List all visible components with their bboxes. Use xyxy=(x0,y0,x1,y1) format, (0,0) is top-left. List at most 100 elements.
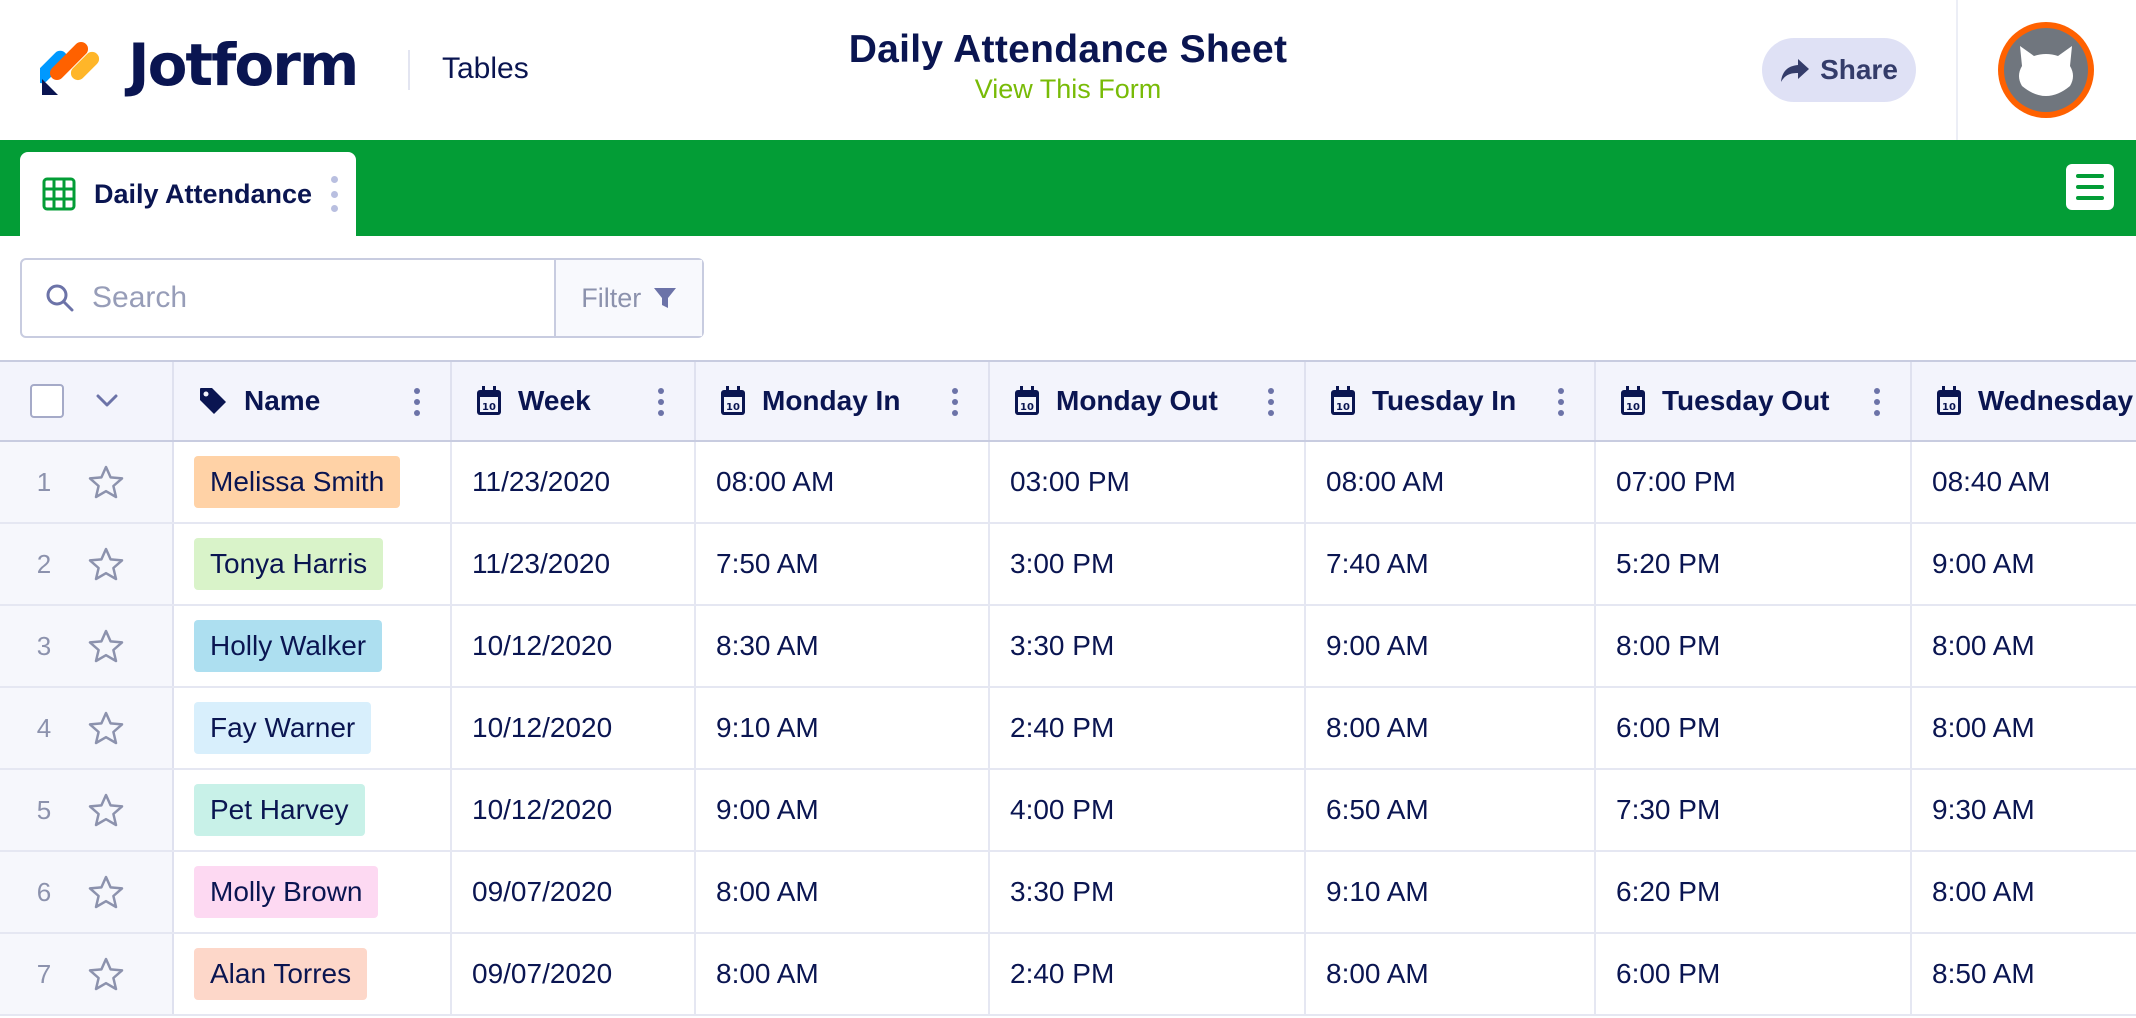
cell-week[interactable]: 10/12/2020 xyxy=(452,606,696,686)
star-icon[interactable] xyxy=(88,793,124,827)
cell-tuesday-out[interactable]: 6:20 PM xyxy=(1596,852,1912,932)
cell-tuesday-in[interactable]: 08:00 AM xyxy=(1306,442,1596,522)
cell-wednesday[interactable]: 8:00 AM xyxy=(1932,876,2035,907)
table-row[interactable]: 1 Melissa Smith 11/23/2020 08:00 AM 03:0… xyxy=(0,442,2136,524)
name-tag: Holly Walker xyxy=(194,620,383,672)
cell-tuesday-out[interactable]: 6:00 PM xyxy=(1596,688,1912,768)
column-menu-icon[interactable] xyxy=(658,388,664,416)
column-menu-icon[interactable] xyxy=(1874,388,1880,416)
cell-tuesday-out[interactable]: 7:30 PM xyxy=(1596,770,1912,850)
table-row[interactable]: 3 Holly Walker 10/12/2020 8:30 AM 3:30 P… xyxy=(0,606,2136,688)
avatar-image xyxy=(2004,28,2088,112)
tab-options-icon[interactable] xyxy=(330,176,338,212)
calendar-icon: 10 xyxy=(1936,386,1962,416)
cell-monday-out[interactable]: 3:00 PM xyxy=(990,524,1306,604)
cell-tuesday-in[interactable]: 8:00 AM xyxy=(1306,934,1596,1014)
cell-monday-in[interactable]: 8:30 AM xyxy=(696,606,990,686)
column-label: Monday Out xyxy=(1056,385,1218,416)
cell-tuesday-in[interactable]: 9:10 AM xyxy=(1306,852,1596,932)
cell-wednesday[interactable]: 8:50 AM xyxy=(1932,958,2035,989)
column-menu-icon[interactable] xyxy=(414,388,420,416)
search-input[interactable] xyxy=(92,281,532,315)
chevron-down-icon[interactable] xyxy=(96,394,118,408)
filter-button[interactable]: Filter xyxy=(554,260,702,336)
jotform-logo[interactable]: Jotform xyxy=(40,30,359,100)
cell-monday-in[interactable]: 8:00 AM xyxy=(696,852,990,932)
cell-week[interactable]: 09/07/2020 xyxy=(452,852,696,932)
star-icon[interactable] xyxy=(88,465,124,499)
table-row[interactable]: 5 Pet Harvey 10/12/2020 9:00 AM 4:00 PM … xyxy=(0,770,2136,852)
tab-daily-attendance[interactable]: Daily Attendance xyxy=(20,152,356,236)
star-icon[interactable] xyxy=(88,547,124,581)
cell-wednesday[interactable]: 8:00 AM xyxy=(1932,712,2035,743)
cell-tuesday-in[interactable]: 7:40 AM xyxy=(1306,524,1596,604)
cell-tuesday-out[interactable]: 5:20 PM xyxy=(1596,524,1912,604)
cell-name[interactable]: Molly Brown xyxy=(174,852,452,932)
star-icon[interactable] xyxy=(88,957,124,991)
view-form-link[interactable]: View This Form xyxy=(974,74,1162,104)
column-header-monday-out[interactable]: 10 Monday Out xyxy=(990,362,1306,440)
row-number: 5 xyxy=(36,794,52,825)
cell-name[interactable]: Holly Walker xyxy=(174,606,452,686)
table-row[interactable]: 6 Molly Brown 09/07/2020 8:00 AM 3:30 PM… xyxy=(0,852,2136,934)
cell-monday-out[interactable]: 2:40 PM xyxy=(990,688,1306,768)
cell-tuesday-out[interactable]: 8:00 PM xyxy=(1596,606,1912,686)
cell-name[interactable]: Alan Torres xyxy=(174,934,452,1014)
cell-monday-out[interactable]: 2:40 PM xyxy=(990,934,1306,1014)
cell-name[interactable]: Fay Warner xyxy=(174,688,452,768)
name-tag: Tonya Harris xyxy=(194,538,384,590)
cell-week[interactable]: 11/23/2020 xyxy=(452,524,696,604)
column-menu-icon[interactable] xyxy=(1268,388,1274,416)
cell-tuesday-out[interactable]: 6:00 PM xyxy=(1596,934,1912,1014)
cell-monday-out[interactable]: 03:00 PM xyxy=(990,442,1306,522)
share-button[interactable]: Share xyxy=(1762,38,1916,102)
cell-name[interactable]: Tonya Harris xyxy=(174,524,452,604)
cell-tuesday-in[interactable]: 6:50 AM xyxy=(1306,770,1596,850)
table-row[interactable]: 7 Alan Torres 09/07/2020 8:00 AM 2:40 PM… xyxy=(0,934,2136,1016)
column-header-tuesday-in[interactable]: 10 Tuesday In xyxy=(1306,362,1596,440)
column-menu-icon[interactable] xyxy=(1558,388,1564,416)
cell-tuesday-in[interactable]: 8:00 AM xyxy=(1306,688,1596,768)
star-icon[interactable] xyxy=(88,629,124,663)
cell-monday-out[interactable]: 4:00 PM xyxy=(990,770,1306,850)
star-icon[interactable] xyxy=(88,711,124,745)
cell-week[interactable]: 09/07/2020 xyxy=(452,934,696,1014)
column-header-week[interactable]: 10 Week xyxy=(452,362,696,440)
search-icon xyxy=(46,284,74,312)
select-all-checkbox[interactable] xyxy=(30,384,64,418)
column-header-wednesday[interactable]: 10 Wednesday xyxy=(1912,362,2136,440)
cell-tuesday-in[interactable]: 9:00 AM xyxy=(1306,606,1596,686)
cell-monday-in[interactable]: 9:10 AM xyxy=(696,688,990,768)
name-tag: Alan Torres xyxy=(194,948,368,1000)
cell-wednesday[interactable]: 08:40 AM xyxy=(1932,466,2051,497)
column-menu-icon[interactable] xyxy=(952,388,958,416)
star-icon[interactable] xyxy=(88,875,124,909)
row-number: 4 xyxy=(36,712,52,743)
cell-wednesday[interactable]: 9:00 AM xyxy=(1932,548,2035,579)
cell-name[interactable]: Melissa Smith xyxy=(174,442,452,522)
cell-monday-in[interactable]: 9:00 AM xyxy=(696,770,990,850)
table-tab-bar: Daily Attendance xyxy=(0,140,2136,236)
column-header-tuesday-out[interactable]: 10 Tuesday Out xyxy=(1596,362,1912,440)
app-label[interactable]: Tables xyxy=(442,52,529,85)
cell-week[interactable]: 10/12/2020 xyxy=(452,770,696,850)
title-block: Daily Attendance Sheet View This Form xyxy=(768,28,1368,105)
cell-monday-in[interactable]: 7:50 AM xyxy=(696,524,990,604)
cell-week[interactable]: 10/12/2020 xyxy=(452,688,696,768)
column-header-monday-in[interactable]: 10 Monday In xyxy=(696,362,990,440)
search-area[interactable] xyxy=(22,260,554,336)
cell-tuesday-out[interactable]: 07:00 PM xyxy=(1596,442,1912,522)
table-row[interactable]: 2 Tonya Harris 11/23/2020 7:50 AM 3:00 P… xyxy=(0,524,2136,606)
cell-week[interactable]: 11/23/2020 xyxy=(452,442,696,522)
cell-monday-out[interactable]: 3:30 PM xyxy=(990,852,1306,932)
cell-monday-in[interactable]: 8:00 AM xyxy=(696,934,990,1014)
cell-wednesday[interactable]: 8:00 AM xyxy=(1932,630,2035,661)
cell-wednesday[interactable]: 9:30 AM xyxy=(1932,794,2035,825)
cell-name[interactable]: Pet Harvey xyxy=(174,770,452,850)
cell-monday-in[interactable]: 08:00 AM xyxy=(696,442,990,522)
avatar[interactable] xyxy=(1998,22,2094,118)
cell-monday-out[interactable]: 3:30 PM xyxy=(990,606,1306,686)
table-row[interactable]: 4 Fay Warner 10/12/2020 9:10 AM 2:40 PM … xyxy=(0,688,2136,770)
column-header-name[interactable]: Name xyxy=(174,362,452,440)
hamburger-menu-icon[interactable] xyxy=(2066,164,2114,210)
